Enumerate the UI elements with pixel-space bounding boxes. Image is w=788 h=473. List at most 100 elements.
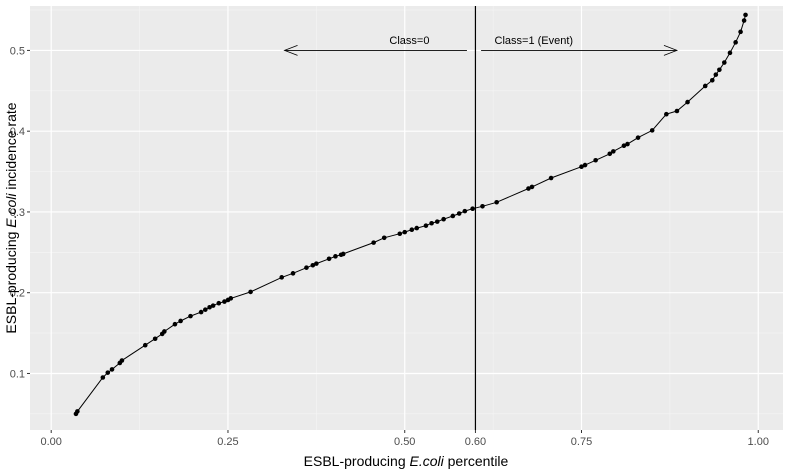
- data-point-3: [105, 370, 111, 375]
- y-tick-label-2: 0.3: [10, 207, 25, 219]
- data-point-36: [409, 227, 415, 233]
- data-point-46: [480, 203, 485, 209]
- x-tick-label-0: 0.00: [41, 436, 62, 448]
- y-axis-title-pre: ESBL-producing: [3, 228, 19, 334]
- data-point-10: [162, 329, 167, 334]
- x-tick-label-2: 0.50: [394, 436, 415, 448]
- data-point-33: [381, 235, 387, 241]
- data-point-70: [738, 29, 743, 35]
- data-point-4: [109, 367, 115, 372]
- x-axis-title-post: percentile: [444, 453, 509, 469]
- data-point-34: [397, 231, 403, 237]
- data-point-27: [314, 261, 319, 266]
- data-point-39: [429, 220, 434, 226]
- data-point-71: [741, 18, 747, 23]
- data-point-16: [207, 304, 212, 310]
- data-point-60: [664, 111, 669, 117]
- data-point-47: [494, 199, 499, 205]
- data-point-72: [743, 12, 748, 18]
- data-point-52: [582, 162, 588, 168]
- data-point-43: [456, 211, 462, 216]
- data-point-1: [75, 409, 80, 414]
- x-axis-title-pre: ESBL-producing: [304, 453, 410, 469]
- data-point-12: [178, 318, 183, 324]
- data-point-19: [222, 299, 227, 304]
- class-arrows: [283, 45, 679, 56]
- data-point-68: [727, 50, 733, 56]
- data-point-40: [434, 219, 440, 224]
- data-point-26: [310, 262, 316, 268]
- data-point-55: [611, 149, 616, 154]
- data-point-57: [625, 141, 630, 147]
- data-point-49: [529, 184, 535, 190]
- data-point-65: [713, 72, 719, 77]
- x-tick-label-3: 0.60: [465, 436, 486, 448]
- data-point-44: [462, 208, 468, 214]
- class-1-arrow-head: [663, 45, 679, 56]
- data-point-67: [722, 60, 727, 65]
- y-axis-title-post: incidence rate: [3, 102, 19, 193]
- annotations: Class=0 Class=1 (Event): [389, 35, 573, 47]
- data-point-64: [709, 78, 715, 83]
- annotation-1: Class=1 (Event): [495, 35, 574, 47]
- data-point-59: [649, 128, 655, 133]
- class-0-arrow: [283, 45, 467, 56]
- y-tick-label-1: 0.2: [10, 288, 25, 300]
- data-point-21: [228, 296, 234, 301]
- data-point-62: [685, 99, 690, 105]
- class-0-arrow-head: [283, 45, 298, 56]
- data-point-6: [119, 358, 125, 363]
- data-point-38: [423, 223, 429, 228]
- x-axis: 0.00 0.25 0.50 0.60 0.75 1.00: [41, 430, 769, 448]
- data-point-32: [371, 240, 376, 245]
- class-1-arrow: [481, 45, 679, 56]
- minor-gridlines: [30, 6, 783, 430]
- data-point-13: [188, 313, 193, 319]
- data-point-61: [674, 108, 680, 114]
- data-point-54: [607, 151, 613, 157]
- data-point-41: [441, 216, 446, 222]
- data-point-58: [635, 135, 641, 140]
- data-point-17: [210, 303, 216, 308]
- data-point-31: [340, 251, 346, 257]
- y-axis: 0.1 0.2 0.3 0.4 0.5: [10, 45, 30, 380]
- x-tick-label-1: 0.25: [217, 436, 238, 448]
- y-axis-title-italic: E.coli: [3, 193, 19, 228]
- data-point-63: [702, 83, 708, 89]
- data-point-35: [402, 229, 408, 235]
- data-point-23: [279, 275, 285, 280]
- data-point-42: [450, 213, 456, 219]
- y-axis-title: ESBL-producing E.coli incidence rate: [3, 102, 19, 333]
- data-series: [73, 12, 748, 417]
- y-tick-label-0: 0.1: [10, 368, 25, 380]
- data-point-50: [548, 175, 554, 181]
- data-point-28: [326, 256, 332, 262]
- major-gridlines: [30, 6, 783, 430]
- data-point-53: [593, 157, 598, 163]
- y-tick-label-4: 0.5: [10, 45, 25, 57]
- data-point-69: [733, 40, 738, 45]
- data-point-45: [470, 206, 475, 212]
- y-tick-label-3: 0.4: [10, 126, 25, 138]
- data-point-29: [333, 254, 338, 259]
- data-point-25: [304, 265, 309, 270]
- plot-panel: [30, 6, 783, 430]
- x-axis-title: ESBL-producing E.coli percentile: [304, 453, 509, 469]
- data-point-2: [100, 375, 106, 380]
- x-axis-title-italic: E.coli: [410, 453, 445, 469]
- data-point-66: [717, 67, 722, 73]
- x-tick-label-4: 0.75: [571, 436, 592, 448]
- data-point-51: [579, 164, 584, 170]
- data-point-18: [216, 300, 222, 306]
- data-point-24: [290, 271, 296, 276]
- data-point-11: [172, 321, 178, 327]
- data-point-22: [248, 289, 253, 295]
- annotation-0: Class=0: [389, 35, 429, 47]
- data-point-37: [414, 225, 420, 231]
- data-point-7: [142, 342, 148, 348]
- x-tick-label-5: 1.00: [748, 436, 769, 448]
- series-points: [73, 12, 748, 417]
- data-point-48: [526, 186, 531, 191]
- data-point-8: [152, 336, 158, 342]
